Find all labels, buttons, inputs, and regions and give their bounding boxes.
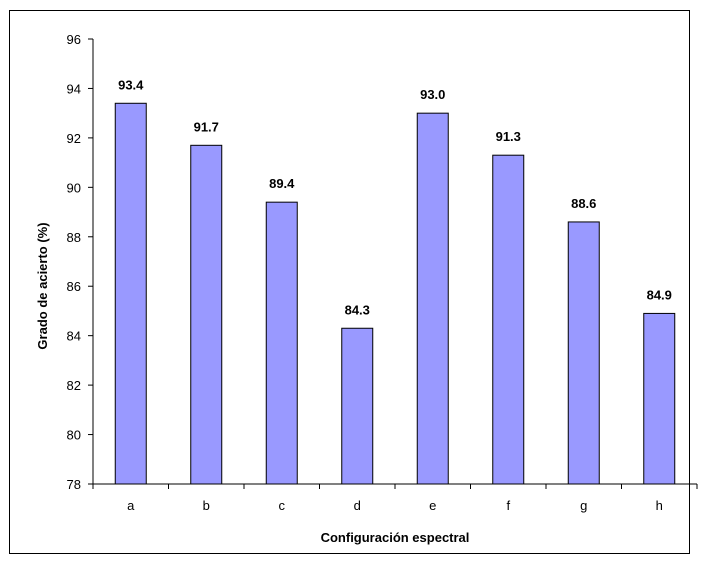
bars-layer bbox=[114, 102, 676, 485]
y-tick-label-90: 90 bbox=[67, 180, 81, 195]
bar-d bbox=[341, 327, 374, 485]
labels-layer: 93.4 a 91.7 b 89.4 c 84.3 d 93.0 e 91.3 f 88.6 g 84.9 h… bbox=[67, 32, 672, 513]
y-tick-label-88: 88 bbox=[67, 230, 81, 245]
data-label-f: 91.3 bbox=[496, 129, 521, 144]
y-tick-label-80: 80 bbox=[67, 428, 81, 443]
bar-e bbox=[416, 112, 449, 485]
x-tick-label-f: f bbox=[506, 498, 510, 513]
bar-f bbox=[492, 154, 525, 485]
y-axis-title: Grado de acierto (%) bbox=[35, 222, 50, 349]
y-tick-label-92: 92 bbox=[67, 131, 81, 146]
data-label-e: 93.0 bbox=[420, 87, 445, 102]
axes-layer bbox=[88, 38, 698, 489]
data-label-a: 93.4 bbox=[118, 77, 144, 92]
y-tick-label-96: 96 bbox=[67, 32, 81, 47]
x-tick-label-c: c bbox=[279, 498, 286, 513]
y-tick-label-84: 84 bbox=[67, 329, 81, 344]
data-label-c: 89.4 bbox=[269, 176, 295, 191]
x-axis-title: Configuración espectral bbox=[321, 530, 470, 545]
bar-h bbox=[643, 312, 676, 485]
x-tick-label-a: a bbox=[127, 498, 135, 513]
x-tick-label-e: e bbox=[429, 498, 436, 513]
y-tick-label-78: 78 bbox=[67, 477, 81, 492]
data-label-h: 84.9 bbox=[647, 287, 672, 302]
x-tick-label-g: g bbox=[580, 498, 587, 513]
x-tick-label-d: d bbox=[354, 498, 361, 513]
bar-g bbox=[567, 221, 600, 485]
y-tick-label-94: 94 bbox=[67, 81, 81, 96]
y-tick-label-82: 82 bbox=[67, 378, 81, 393]
y-tick-label-86: 86 bbox=[67, 279, 81, 294]
data-label-b: 91.7 bbox=[194, 119, 219, 134]
x-tick-label-h: h bbox=[656, 498, 663, 513]
bar-b bbox=[190, 144, 223, 485]
bar-c bbox=[265, 201, 298, 485]
data-label-d: 84.3 bbox=[345, 302, 370, 317]
x-tick-label-b: b bbox=[203, 498, 210, 513]
data-label-g: 88.6 bbox=[571, 196, 596, 211]
bar-a bbox=[114, 102, 147, 485]
